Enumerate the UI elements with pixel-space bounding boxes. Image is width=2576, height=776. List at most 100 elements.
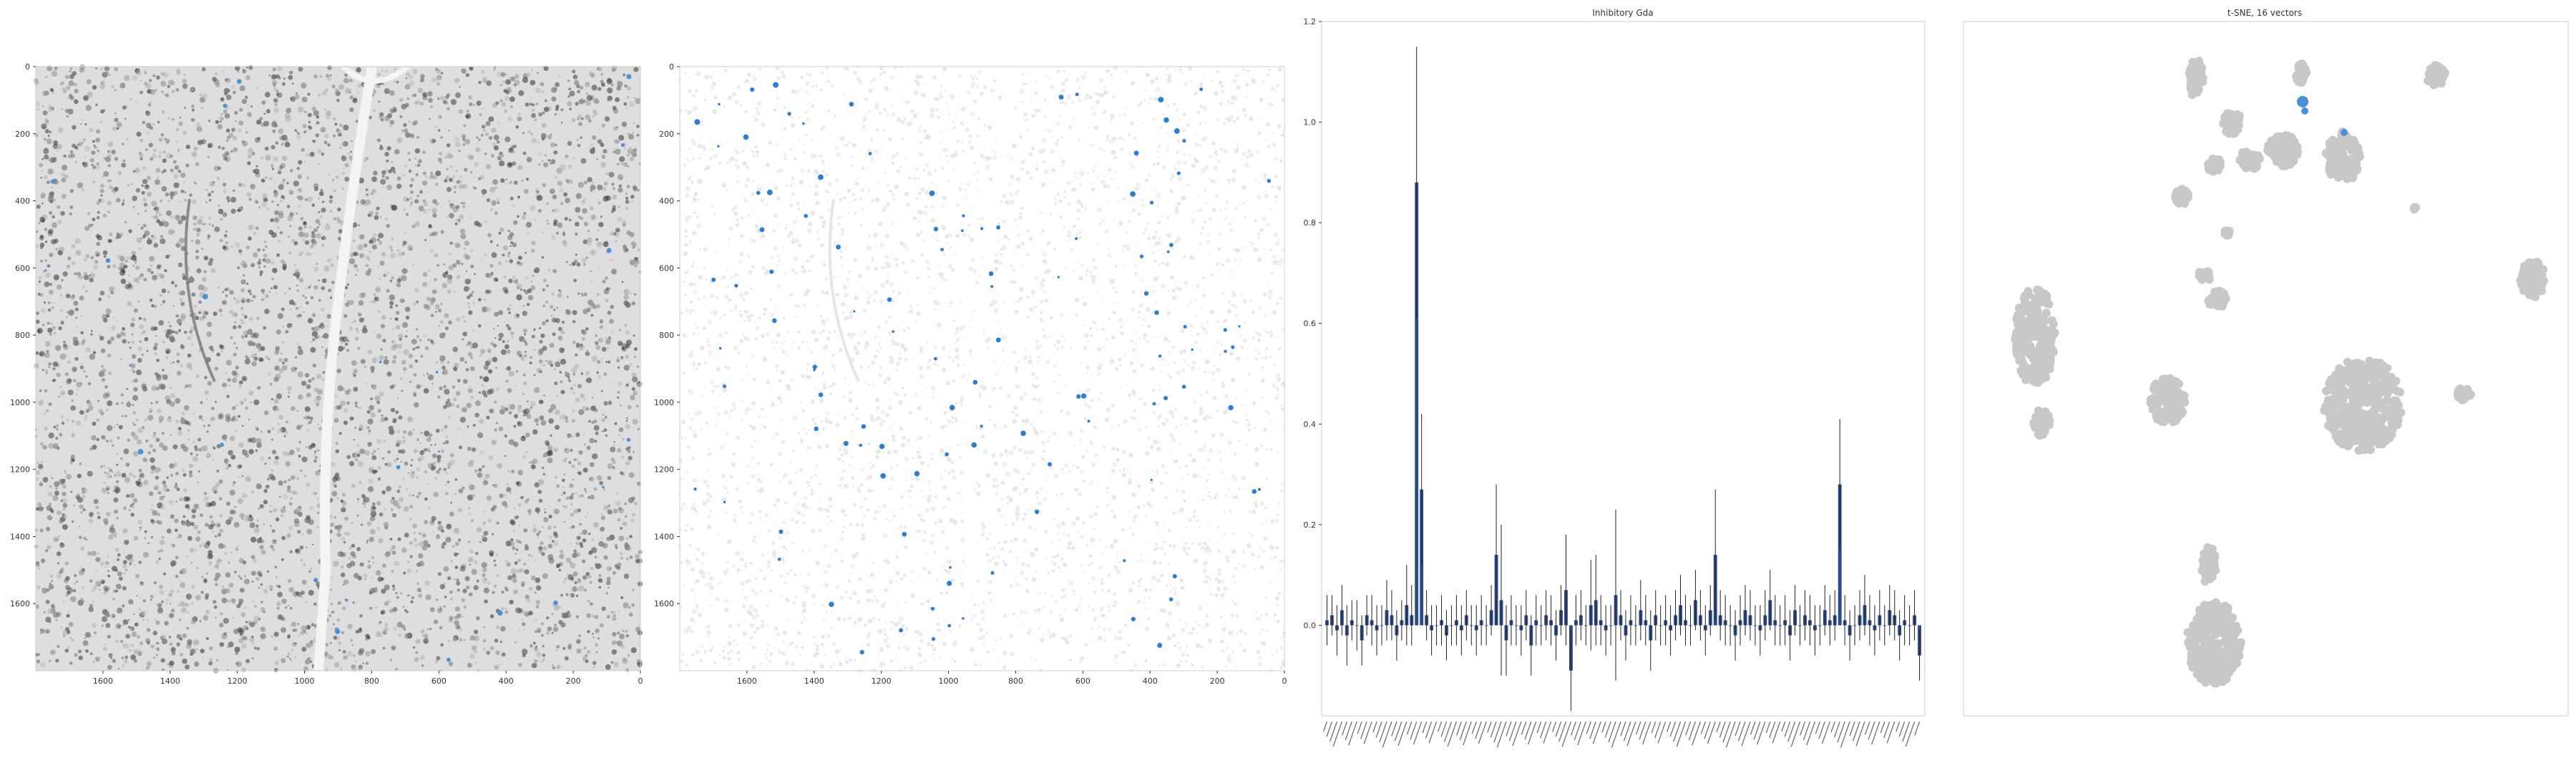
tsne-point bbox=[2200, 550, 2208, 558]
x-tick-label bbox=[1701, 722, 1705, 734]
tsne-point bbox=[2042, 309, 2051, 317]
tsne-point bbox=[2232, 117, 2240, 125]
y-tick-label: 800 bbox=[15, 331, 30, 340]
tsne-point bbox=[2381, 411, 2390, 419]
x-tick-label bbox=[1770, 722, 1775, 738]
tsne-point bbox=[2207, 641, 2215, 650]
x-tick-label bbox=[1872, 722, 1880, 745]
tsne-point bbox=[2214, 641, 2223, 649]
x-tick-label: 1400 bbox=[804, 676, 824, 686]
tsne-point bbox=[2049, 346, 2057, 354]
tsne-point bbox=[2517, 281, 2526, 289]
x-tick-label bbox=[1478, 722, 1486, 744]
tsne-point bbox=[2352, 369, 2361, 377]
tsne-point bbox=[2351, 435, 2359, 443]
tsne-point bbox=[2539, 265, 2547, 273]
tsne-point bbox=[2041, 352, 2050, 361]
x-tick-label bbox=[1899, 722, 1904, 737]
tsne-point bbox=[2277, 139, 2285, 147]
tsne-point bbox=[2230, 658, 2238, 666]
tsne-point bbox=[2462, 392, 2471, 401]
tsne-point bbox=[2044, 412, 2053, 420]
tsne-point bbox=[2235, 639, 2243, 648]
tsne-point bbox=[2366, 417, 2374, 425]
x-tick-label bbox=[1463, 722, 1472, 745]
tsne-point bbox=[2526, 278, 2534, 286]
tsne-point bbox=[2178, 194, 2187, 203]
tsne-point bbox=[2226, 643, 2235, 651]
x-tick-label bbox=[1735, 722, 1740, 736]
x-tick-label bbox=[1333, 722, 1342, 747]
y-tick-label: 1600 bbox=[10, 599, 30, 608]
tsne-plot: t-SNE, 16 vectors bbox=[1932, 0, 2576, 773]
x-tick-label bbox=[1522, 722, 1526, 734]
x-tick-label: 1000 bbox=[295, 676, 315, 686]
x-tick-label: 1000 bbox=[939, 676, 959, 686]
y-tick-label: 600 bbox=[15, 263, 30, 273]
tsne-point bbox=[2357, 420, 2366, 429]
x-tick-label bbox=[1782, 722, 1785, 732]
x-tick-label bbox=[1528, 722, 1536, 745]
x-tick-label bbox=[1525, 722, 1531, 739]
tsne-point bbox=[2353, 382, 2361, 391]
x-tick-label: 1400 bbox=[160, 676, 180, 686]
x-tick-label bbox=[1766, 722, 1770, 733]
tsne-point bbox=[2338, 439, 2347, 447]
x-tick-label bbox=[1868, 722, 1875, 739]
x-tick-label bbox=[1856, 722, 1865, 746]
tsne-point bbox=[2035, 286, 2044, 295]
tsne-point bbox=[2210, 651, 2219, 660]
tsne-point bbox=[2160, 384, 2168, 392]
y-tick-label: 0 bbox=[25, 62, 30, 72]
x-tick-label bbox=[1327, 722, 1332, 737]
x-tick-label bbox=[1605, 722, 1611, 737]
y-tick-label: 1.2 bbox=[1304, 17, 1317, 26]
tsne-point bbox=[2160, 417, 2168, 426]
tsne-point bbox=[2021, 324, 2030, 333]
tsne-point bbox=[2221, 615, 2230, 624]
tsne-point bbox=[2032, 304, 2041, 312]
tsne-point bbox=[2337, 366, 2346, 374]
tsne-point bbox=[2188, 635, 2197, 644]
y-tick-label: 0.6 bbox=[1304, 319, 1317, 329]
x-tick-label bbox=[1639, 722, 1646, 739]
x-tick-label bbox=[1324, 722, 1327, 732]
x-tick-label bbox=[1537, 722, 1541, 733]
tsne-point bbox=[2029, 419, 2038, 428]
tsne-point bbox=[2012, 329, 2021, 337]
cell-texture bbox=[678, 65, 1287, 673]
x-tick-label bbox=[1915, 722, 1920, 735]
x-tick-label bbox=[1880, 722, 1885, 733]
tsne-point bbox=[2540, 277, 2548, 286]
tsne-point bbox=[2327, 404, 2336, 412]
x-tick-label: 0 bbox=[638, 676, 643, 686]
x-tick-label bbox=[1373, 722, 1377, 732]
y-tick-label: 1200 bbox=[654, 465, 674, 475]
tsne-point bbox=[2028, 376, 2036, 384]
y-tick-label: 400 bbox=[15, 197, 30, 206]
x-tick-label bbox=[1602, 722, 1606, 732]
tsne-point bbox=[2210, 156, 2219, 165]
tsne-point bbox=[2346, 417, 2355, 425]
x-tick-label: 600 bbox=[1075, 676, 1091, 686]
tsne-point bbox=[2371, 398, 2379, 407]
tsne-point bbox=[2150, 384, 2158, 393]
tsne-point bbox=[2337, 394, 2346, 402]
x-tick-label bbox=[1506, 722, 1511, 736]
tsne-point bbox=[2197, 64, 2206, 72]
tsne-point bbox=[2334, 387, 2343, 395]
x-tick-label bbox=[1475, 722, 1481, 739]
x-tick-label bbox=[1448, 722, 1456, 747]
tsne-point bbox=[2329, 145, 2338, 154]
x-tick-label bbox=[1791, 722, 1800, 747]
tsne-point bbox=[2178, 185, 2187, 193]
tsne-point bbox=[2361, 435, 2370, 443]
x-tick-label bbox=[1382, 722, 1392, 747]
tsne-point bbox=[2365, 357, 2373, 365]
x-tick-label bbox=[1726, 722, 1735, 747]
x-tick-label bbox=[1398, 722, 1407, 746]
x-tick-label bbox=[1850, 722, 1855, 736]
